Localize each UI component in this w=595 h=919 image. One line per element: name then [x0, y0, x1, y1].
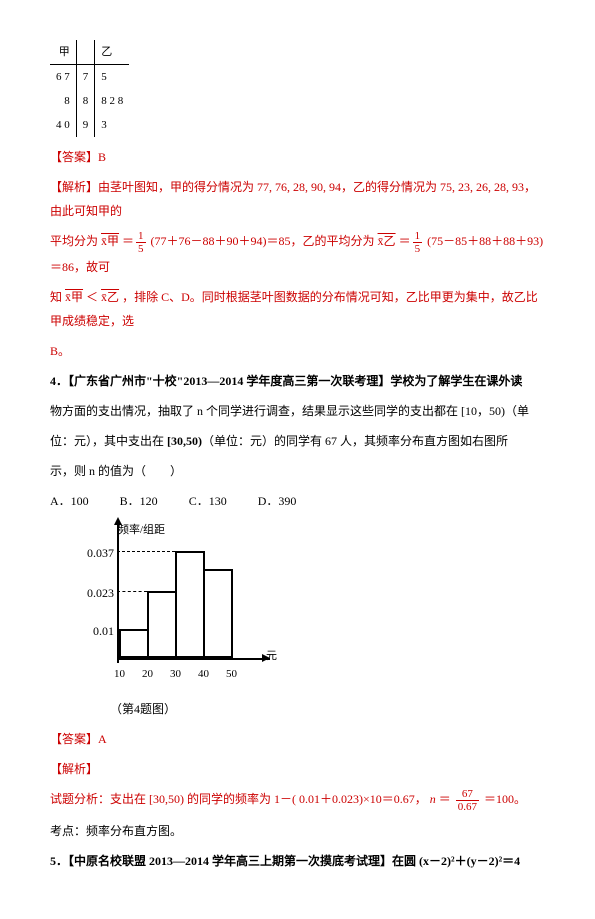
x-tick-label: 40 — [198, 663, 209, 685]
x-tick-label: 20 — [142, 663, 153, 685]
option-b: B．120 — [120, 489, 158, 513]
xbar-yi: x̄乙 — [378, 234, 396, 248]
analysis-label: 【解析】 — [50, 757, 545, 781]
option-d: D．390 — [258, 489, 297, 513]
analysis-line: 试题分析：支出在 [30,50) 的同学的频率为 1－( 0.01＋0.023)… — [50, 787, 545, 813]
table-cell: 4 0 — [50, 113, 76, 137]
question-4-line: 物方面的支出情况，抽取了 n 个同学进行调查，结果显示这些同学的支出都在 [10… — [50, 399, 545, 423]
histogram-bar — [175, 551, 205, 658]
stemleaf-header-right: 乙 — [95, 40, 130, 65]
question-4-line: 示，则 n 的值为（ ） — [50, 459, 545, 483]
x-tick-label: 30 — [170, 663, 181, 685]
histogram-bar — [203, 569, 233, 658]
table-cell: 8 — [50, 89, 76, 113]
fraction: 670.67 — [456, 788, 479, 813]
table-cell: 3 — [95, 113, 130, 137]
fraction: 15 — [413, 230, 423, 255]
dash-line — [117, 591, 147, 592]
stem-leaf-table: 甲 乙 6 7 7 5 8 8 8 2 8 4 0 9 3 — [50, 40, 129, 137]
y-tick-label: 0.023 — [74, 581, 114, 605]
x-tick-label: 50 — [226, 663, 237, 685]
histogram-caption: （第4题图） — [110, 697, 545, 721]
dash-line — [117, 629, 119, 630]
table-cell: 8 — [76, 89, 95, 113]
analysis-line: 平均分为 x̄甲 ＝15 (77＋76－88＋90＋94)＝85，乙的平均分为 … — [50, 229, 545, 279]
analysis-line: B。 — [50, 339, 545, 363]
options: A．100 B．120 C．130 D．390 — [50, 489, 545, 513]
x-axis-label: 元 — [266, 645, 277, 667]
fraction: 15 — [136, 230, 146, 255]
histogram-bar — [119, 629, 149, 658]
question-4-title: 4．【广东省广州市"十校"2013—2014 学年度高三第一次联考理】学校为了解… — [50, 369, 545, 393]
histogram-bar — [147, 591, 177, 658]
stemleaf-header-left: 甲 — [50, 40, 76, 65]
histogram: 频率/组距 元 0.0370.0230.011020304050 — [90, 523, 290, 693]
option-a: A．100 — [50, 489, 89, 513]
option-c: C．130 — [189, 489, 227, 513]
table-cell: 7 — [76, 65, 95, 90]
y-axis-label: 频率/组距 — [118, 519, 165, 541]
question-4-line: 位：元），其中支出在 [30,50)（单位：元）的同学有 67 人，其频率分布直… — [50, 429, 545, 453]
answer-label: 【答案】A — [50, 727, 545, 751]
answer-label: 【答案】B — [50, 145, 545, 169]
y-tick-label: 0.037 — [74, 541, 114, 565]
x-tick-label: 10 — [114, 663, 125, 685]
kaodian: 考点：频率分布直方图。 — [50, 819, 545, 843]
table-cell: 9 — [76, 113, 95, 137]
xbar-jia: x̄甲 — [101, 234, 119, 248]
x-axis — [117, 658, 270, 660]
table-cell: 8 2 8 — [95, 89, 130, 113]
question-5: 5．【中原名校联盟 2013—2014 学年高三上期第一次摸底考试理】在圆 (x… — [50, 849, 545, 873]
dash-line — [117, 551, 175, 552]
analysis-line: 知 x̄甲 ＜ x̄乙 ，排除 C、D。同时根据茎叶图数据的分布情况可知，乙比甲… — [50, 285, 545, 333]
table-cell: 5 — [95, 65, 130, 90]
analysis-line: 【解析】由茎叶图知，甲的得分情况为 77, 76, 28, 90, 94，乙的得… — [50, 175, 545, 223]
y-tick-label: 0.01 — [74, 619, 114, 643]
table-cell: 6 7 — [50, 65, 76, 90]
